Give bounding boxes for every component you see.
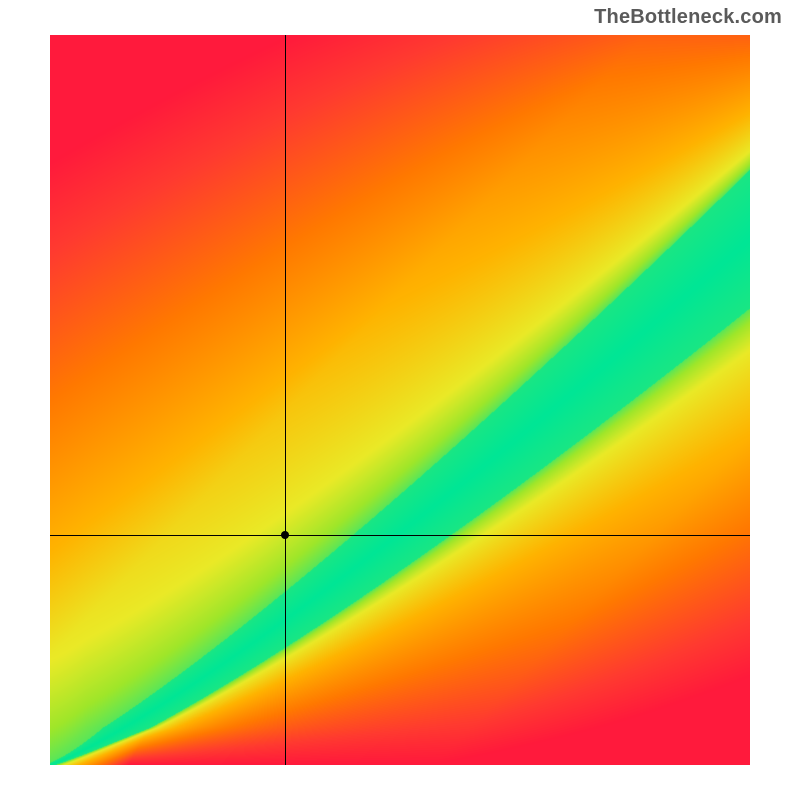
heatmap-canvas <box>50 35 750 765</box>
watermark-text: TheBottleneck.com <box>594 6 782 29</box>
chart-container: TheBottleneck.com <box>0 0 800 800</box>
heatmap-plot <box>50 35 750 765</box>
